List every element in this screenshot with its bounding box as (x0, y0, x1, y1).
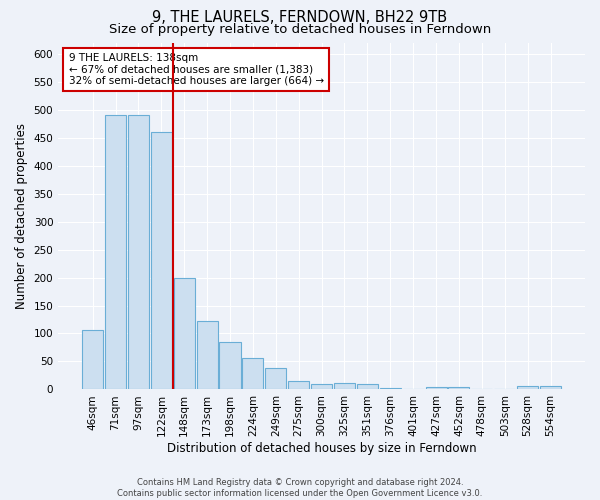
Text: Contains HM Land Registry data © Crown copyright and database right 2024.
Contai: Contains HM Land Registry data © Crown c… (118, 478, 482, 498)
Bar (151, 132, 172, 390)
Bar (425, 386, 446, 390)
Bar (220, 342, 241, 390)
Bar (82, 330, 103, 390)
Bar (288, 380, 309, 390)
Bar (311, 384, 332, 390)
Y-axis label: Number of detached properties: Number of detached properties (15, 123, 28, 309)
Bar (197, 321, 218, 390)
Bar (380, 388, 401, 390)
Bar (265, 368, 286, 390)
Text: 9 THE LAURELS: 138sqm
← 67% of detached houses are smaller (1,383)
32% of semi-d: 9 THE LAURELS: 138sqm ← 67% of detached … (69, 53, 324, 86)
Bar (105, 115, 126, 390)
X-axis label: Distribution of detached houses by size in Ferndown: Distribution of detached houses by size … (167, 442, 476, 455)
Bar (242, 358, 263, 390)
Bar (173, 278, 195, 390)
Bar (357, 384, 378, 390)
Bar (517, 386, 538, 390)
Text: 9, THE LAURELS, FERNDOWN, BH22 9TB: 9, THE LAURELS, FERNDOWN, BH22 9TB (152, 10, 448, 25)
Bar (128, 115, 149, 390)
Text: Size of property relative to detached houses in Ferndown: Size of property relative to detached ho… (109, 22, 491, 36)
Bar (334, 384, 355, 390)
Bar (540, 386, 561, 390)
Bar (448, 386, 469, 390)
